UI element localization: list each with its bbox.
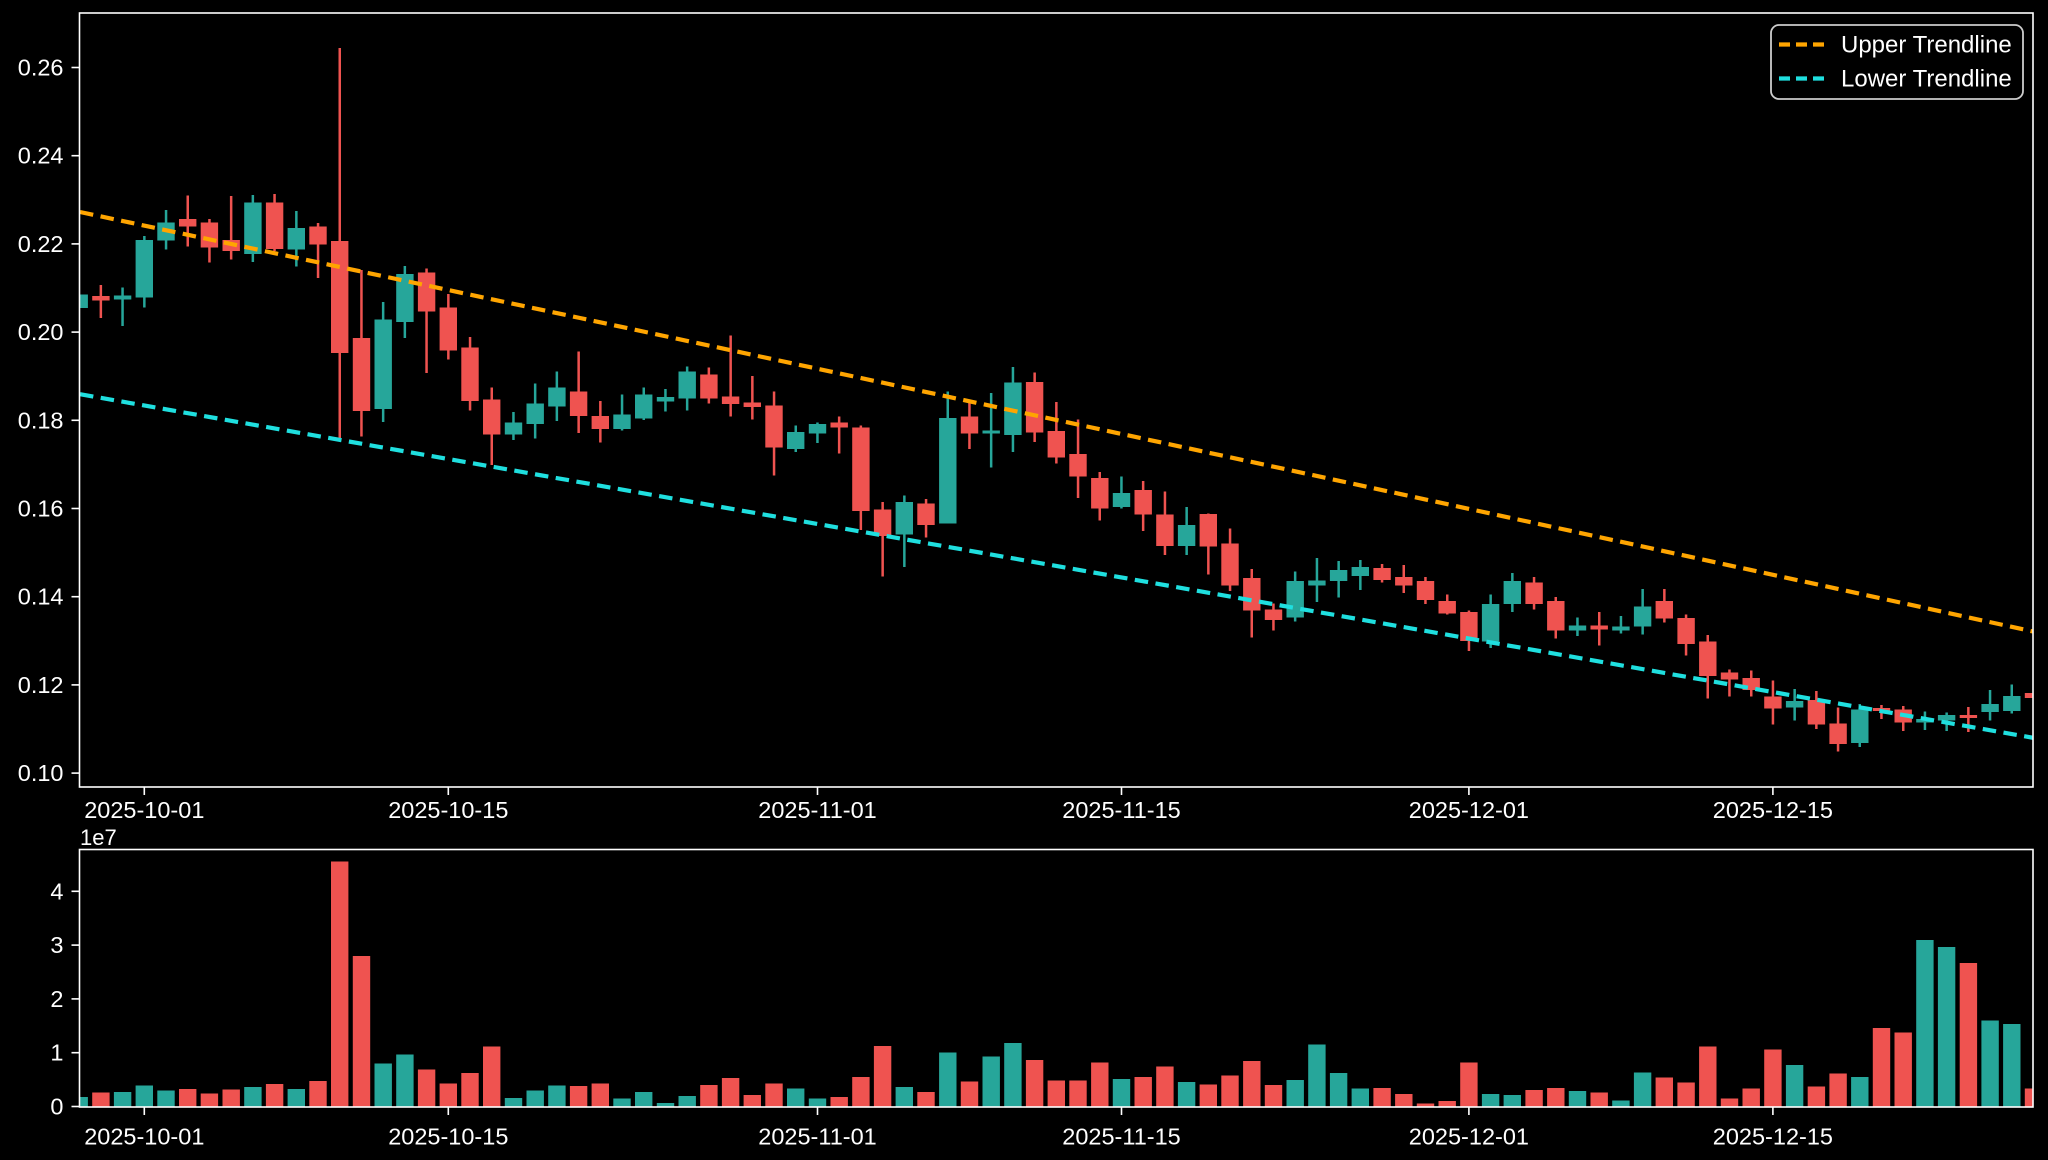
svg-text:2025-10-15: 2025-10-15 [388,1124,508,1150]
svg-text:2025-10-01: 2025-10-01 [84,797,204,823]
svg-text:2025-12-01: 2025-12-01 [1409,1124,1529,1150]
svg-text:2025-10-15: 2025-10-15 [388,797,508,823]
svg-text:2025-12-01: 2025-12-01 [1409,797,1529,823]
svg-text:0.24: 0.24 [18,143,64,169]
svg-text:0.18: 0.18 [18,407,64,433]
svg-text:Upper Trendline: Upper Trendline [1841,32,2012,59]
svg-text:1e7: 1e7 [80,825,117,850]
svg-text:3: 3 [50,932,63,958]
svg-text:2: 2 [50,986,63,1012]
svg-text:0: 0 [50,1094,63,1120]
svg-text:2025-10-01: 2025-10-01 [84,1124,204,1150]
svg-text:2025-11-01: 2025-11-01 [758,797,876,823]
svg-text:2025-11-01: 2025-11-01 [758,1124,876,1150]
svg-text:0.22: 0.22 [18,231,64,257]
svg-text:0.16: 0.16 [18,496,64,522]
svg-text:4: 4 [50,878,63,904]
svg-text:2025-11-15: 2025-11-15 [1062,797,1180,823]
svg-text:2025-12-15: 2025-12-15 [1713,797,1833,823]
svg-text:0.26: 0.26 [18,55,64,81]
svg-text:0.20: 0.20 [18,319,64,345]
svg-text:1: 1 [50,1040,63,1066]
svg-text:0.12: 0.12 [18,672,64,698]
svg-text:0.10: 0.10 [18,760,64,786]
svg-text:0.14: 0.14 [18,584,64,610]
svg-text:2025-12-15: 2025-12-15 [1713,1124,1833,1150]
svg-text:Lower Trendline: Lower Trendline [1841,66,2012,93]
svg-text:2025-11-15: 2025-11-15 [1062,1124,1180,1150]
